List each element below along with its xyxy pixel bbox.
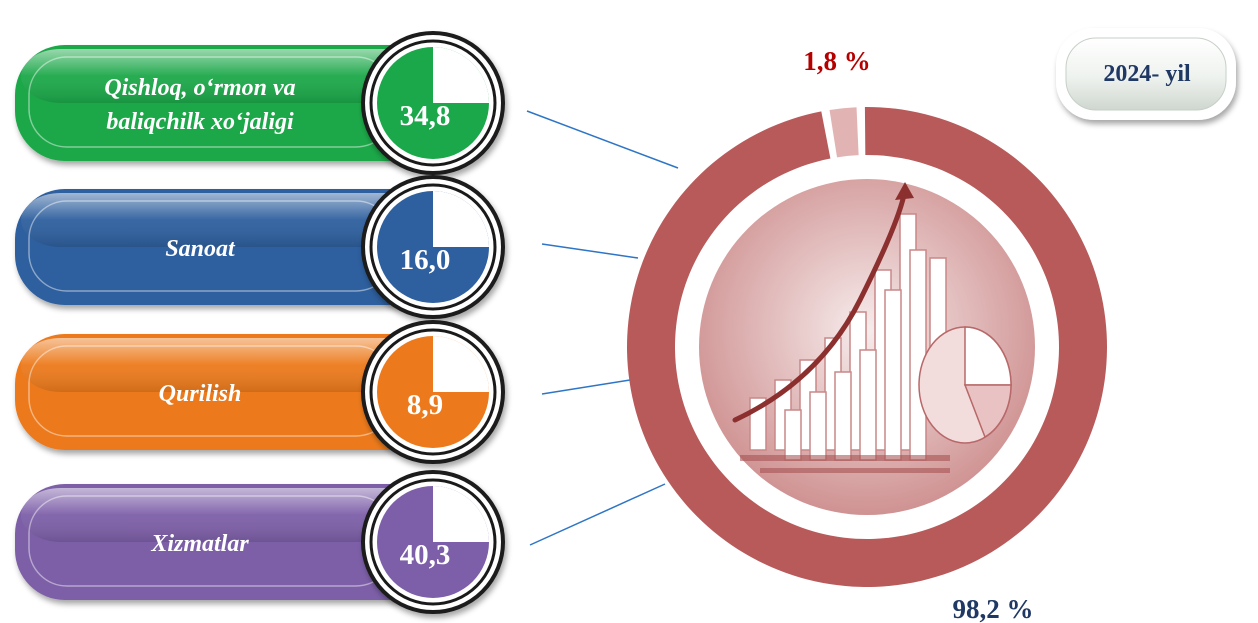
connector-line-3 (529, 483, 666, 546)
category-pill-0: Qishloq, o‘rmon va baliqchilk xo‘jaligi 34… (15, 31, 505, 175)
year-badge-label: 2024- yil (1103, 61, 1191, 87)
donut-slice-small (829, 107, 859, 158)
chart-illustration (699, 179, 1035, 515)
value-badge (361, 320, 505, 464)
donut-small-value-label: 1,8 % (803, 46, 871, 76)
category-value-label: 34,8 (400, 100, 451, 132)
pill-gloss (21, 488, 469, 542)
category-pill-1: Sanoat 16,0 (15, 175, 505, 319)
value-badge (361, 175, 505, 319)
category-pill-2: Qurilish 8,9 (15, 320, 505, 464)
category-value-label: 40,3 (400, 539, 451, 571)
pill-gloss (21, 49, 469, 103)
category-value-label: 8,9 (407, 389, 443, 421)
category-label: Qurilish (159, 381, 242, 407)
connector-line-0 (526, 110, 679, 169)
category-label: Sanoat (165, 236, 236, 262)
category-label: Qishloq, o‘rmon va baliqchilk xo‘jaligi (104, 75, 295, 135)
category-value-label: 16,0 (400, 244, 451, 276)
value-badge-wedge (433, 336, 489, 392)
category-pills: Qishloq, o‘rmon va baliqchilk xo‘jaligi 34… (15, 31, 505, 614)
connector-line-2 (541, 379, 631, 395)
value-badge (361, 31, 505, 175)
value-badge-wedge (433, 191, 489, 247)
connector-lines (526, 110, 679, 546)
value-badge-wedge (433, 47, 489, 103)
category-label: Xizmatlar (150, 531, 249, 557)
category-pill-3: Xizmatlar 40,3 (15, 470, 505, 614)
pill-gloss (21, 338, 469, 392)
donut-large-value-label: 98,2 % (953, 594, 1034, 623)
pill-gloss (21, 193, 469, 247)
value-badge-wedge (433, 486, 489, 542)
value-badge (361, 470, 505, 614)
year-badge (1056, 28, 1236, 120)
donut-chart (627, 107, 1108, 588)
connector-line-1 (541, 243, 639, 259)
